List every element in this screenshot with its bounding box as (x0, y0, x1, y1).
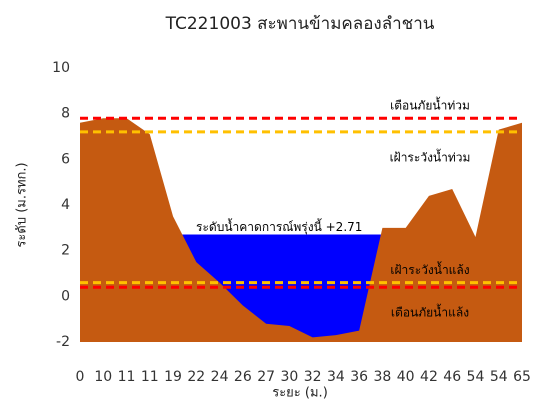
x-tick-label: 46 (443, 369, 461, 385)
y-axis-label: ระดับ (ม.รทก.) (15, 162, 30, 247)
x-tick-label: 30 (280, 369, 298, 385)
x-tick-label: 24 (211, 369, 229, 385)
y-tick-label: 6 (61, 151, 70, 167)
chart-title: TC221003 สะพานข้ามคลองลำชาน (165, 14, 435, 34)
y-tick-label: 4 (61, 197, 70, 213)
y-tick-label: 10 (52, 60, 70, 76)
x-tick-label: 42 (420, 369, 438, 385)
x-tick-label: 26 (234, 369, 252, 385)
threshold-label: เฝ้าระวังน้ำท่วม (390, 148, 471, 164)
x-tick-label: 54 (490, 369, 508, 385)
y-tick-label: 2 (61, 243, 70, 259)
x-tick-label: 38 (374, 369, 392, 385)
x-tick-label: 11 (118, 369, 136, 385)
x-tick-label: 10 (94, 369, 112, 385)
x-tick-label: 0 (76, 369, 85, 385)
threshold-label: เตือนภัยน้ำท่วม (390, 97, 470, 113)
y-tick-label: 0 (61, 288, 70, 304)
x-tick-label: 11 (141, 369, 159, 385)
threshold-label: เตือนภัยน้ำแล้ง (391, 304, 469, 320)
x-tick-label: 65 (513, 369, 531, 385)
x-axis-label: ระยะ (ม.) (272, 386, 328, 401)
y-tick-label: -2 (56, 334, 70, 350)
x-tick-label: 40 (397, 369, 415, 385)
x-tick-label: 54 (467, 369, 485, 385)
threshold-label: เฝ้าระวังน้ำแล้ง (390, 261, 469, 277)
x-tick-label: 32 (304, 369, 322, 385)
x-tick-label: 36 (350, 369, 368, 385)
x-tick-label: 22 (187, 369, 205, 385)
y-tick-label: 8 (61, 106, 70, 122)
water-level-label: ระดับน้ำคาดการณ์พรุ่งนี้ +2.71 (196, 218, 362, 235)
x-tick-label: 27 (257, 369, 275, 385)
x-tick-label: 19 (164, 369, 182, 385)
x-tick-label: 34 (327, 369, 345, 385)
